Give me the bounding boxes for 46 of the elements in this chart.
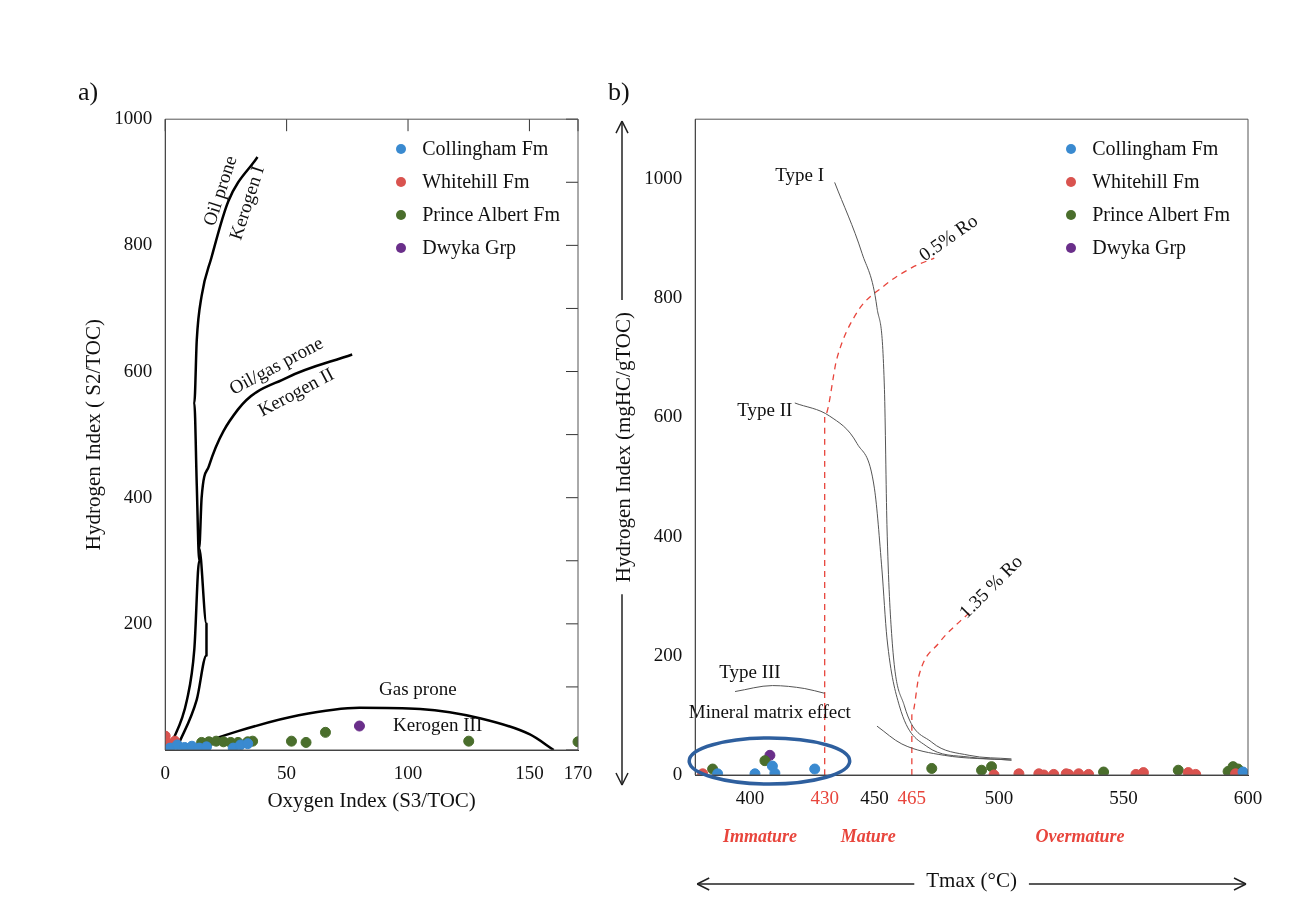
- x-tick-label: 150: [515, 762, 544, 784]
- annotation: Kerogen III: [393, 714, 483, 736]
- legend-label: Whitehill Fm: [422, 170, 530, 194]
- x-tick-label: 550: [1109, 787, 1138, 809]
- legend-label: Collingham Fm: [422, 137, 549, 161]
- y-tick-label: 600: [123, 359, 153, 381]
- x-axis-title: Tmax (°C): [926, 867, 1017, 892]
- chart-title: a): [78, 77, 99, 107]
- text: Mature: [839, 825, 896, 846]
- x-tick-label: 400: [735, 787, 765, 809]
- y-tick-label: 600: [653, 405, 683, 427]
- x-tick-label: 430: [810, 787, 839, 809]
- y-tick-label: 200: [123, 611, 153, 633]
- y-tick-label: 1000: [114, 107, 153, 129]
- legend-label: Whitehill Fm: [1092, 170, 1200, 194]
- annotation: Gas prone: [379, 678, 457, 700]
- y-tick-label: 800: [653, 286, 683, 308]
- x-tick-label: 500: [984, 787, 1014, 809]
- x-tick-label: 100: [393, 762, 423, 784]
- text: Overmature: [1035, 825, 1125, 846]
- legend-label: Dwyka Grp: [1092, 236, 1187, 260]
- y-axis-title: Hydrogen Index (mgHC/gTOC): [611, 311, 636, 583]
- x-tick-label: 170: [563, 762, 593, 784]
- y-tick-label: 200: [653, 643, 683, 665]
- chart-title: b): [608, 77, 630, 107]
- y-tick-label: 400: [653, 524, 683, 546]
- y-tick-label: 1000: [644, 166, 683, 188]
- annotation: Type I: [775, 163, 825, 185]
- annotation: Type III: [719, 661, 781, 683]
- y-axis-title: Hydrogen Index ( S2/TOC): [81, 319, 106, 551]
- annotation: 1.35 % Ro: [954, 550, 1027, 623]
- legend-label: Prince Albert Fm: [422, 203, 560, 227]
- legend-label: Collingham Fm: [1092, 137, 1219, 161]
- annotation: 0.5% Ro: [914, 209, 982, 265]
- y-tick-label: 800: [123, 233, 153, 255]
- legend-label: Dwyka Grp: [422, 236, 517, 260]
- x-tick-label: 465: [897, 787, 927, 809]
- x-tick-label: 0: [160, 762, 170, 784]
- x-tick-label: 600: [1233, 787, 1263, 809]
- x-tick-label: 50: [277, 762, 297, 784]
- annotation: Type II: [737, 399, 793, 421]
- text: Immature: [721, 825, 797, 846]
- x-axis-title: Oxygen Index (S3/TOC): [267, 787, 476, 812]
- x-tick-label: 450: [860, 787, 889, 809]
- legend-label: Prince Albert Fm: [1092, 203, 1230, 227]
- y-tick-label: 400: [123, 485, 153, 507]
